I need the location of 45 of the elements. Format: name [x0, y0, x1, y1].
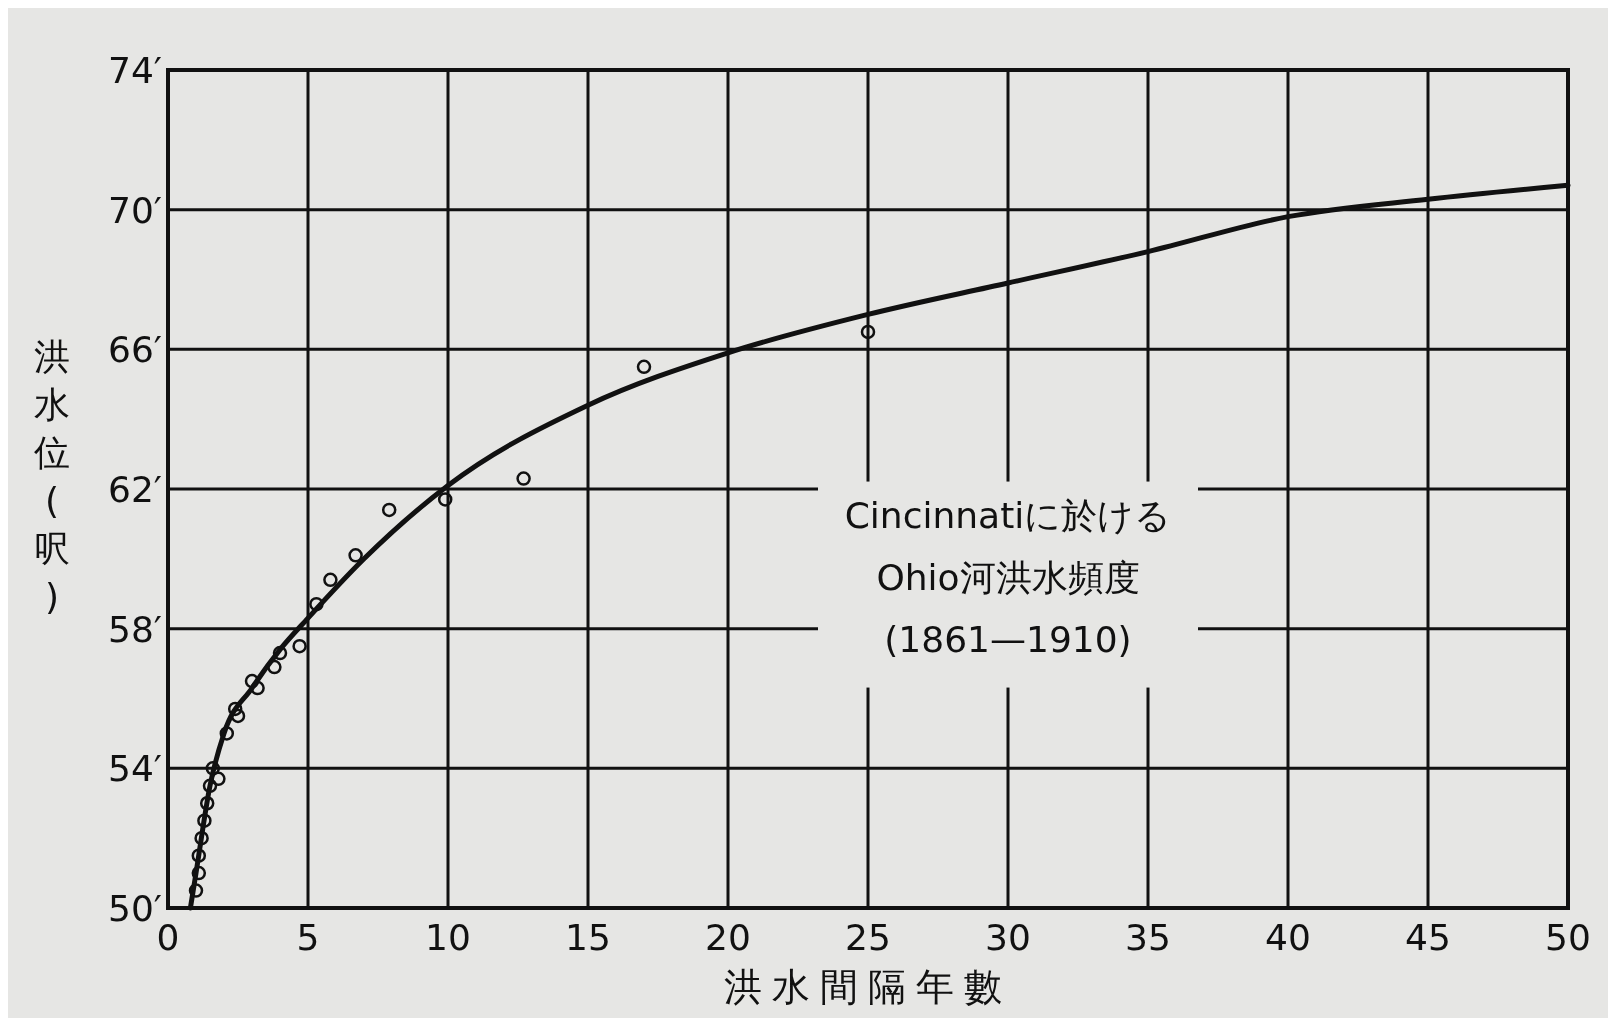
annotation: Cincinnatiに於ける Ohio河洪水頻度 (1861—1910) [844, 494, 1172, 660]
y-tick-label: 74′ [108, 50, 162, 91]
x-tick-label: 10 [425, 917, 471, 958]
point [202, 778, 218, 794]
x-tick-label: 25 [845, 917, 891, 958]
point [191, 865, 207, 881]
y-axis-title: 洪水位(呎) [34, 336, 70, 617]
point [516, 471, 531, 486]
point [191, 848, 207, 863]
y-tick-label: 70′ [108, 189, 162, 231]
point [227, 701, 243, 717]
point [211, 771, 226, 787]
point [381, 502, 397, 518]
x-tick-label: 35 [1125, 917, 1171, 958]
point [199, 796, 215, 811]
x-tick-label: 50 [1545, 917, 1591, 958]
point [292, 638, 307, 654]
point [230, 708, 246, 724]
point [309, 596, 324, 612]
point [194, 830, 209, 846]
x-tick-label: 15 [565, 917, 611, 958]
x-tick-label: 0 [156, 917, 180, 958]
x-tick-label: 30 [985, 917, 1031, 958]
y-tick-label: 54′ [108, 748, 162, 790]
point [437, 492, 453, 507]
point [267, 659, 282, 675]
point [219, 726, 235, 741]
point [272, 645, 288, 661]
point [323, 572, 338, 588]
point [205, 761, 221, 776]
x-tick-label: 40 [1265, 917, 1311, 958]
point [197, 813, 212, 828]
point [188, 883, 204, 898]
x-tick-label: 45 [1405, 917, 1451, 958]
x-tick-label: 20 [705, 917, 751, 958]
point [250, 680, 265, 696]
y-tick-label: 58′ [108, 608, 162, 650]
point [244, 673, 260, 689]
y-tick-label: 66′ [108, 329, 162, 371]
x-tick-label: 5 [296, 917, 320, 958]
x-axis-title: 洪水間隔年數 [724, 965, 1012, 1009]
y-tick-label: 62′ [108, 469, 162, 510]
point [348, 548, 363, 563]
point [860, 324, 876, 340]
point [636, 359, 652, 375]
